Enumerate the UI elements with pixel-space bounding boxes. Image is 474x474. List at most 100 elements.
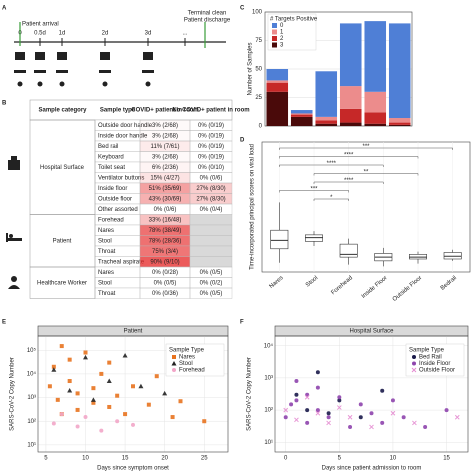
x-tick-label: 15	[122, 456, 129, 462]
plot-frame	[261, 141, 471, 273]
point	[390, 410, 396, 416]
panel-label: B	[2, 101, 7, 107]
hospital-icon	[35, 52, 45, 60]
y-tick-label: 10³	[264, 375, 273, 381]
table-cell-text: Nares	[98, 228, 114, 234]
person-icon	[59, 81, 65, 87]
y-tick-label: 75	[255, 38, 262, 44]
y-axis-label: SARS-CoV-2 Copy Number	[247, 357, 253, 431]
bed-icon	[14, 70, 26, 73]
panel-label: F	[240, 320, 244, 326]
point	[294, 392, 299, 397]
table-cell-text: 15% (4/27)	[150, 175, 179, 181]
point	[106, 378, 112, 384]
table-cell	[189, 224, 233, 236]
hospital-icon	[143, 52, 153, 60]
point	[380, 420, 385, 425]
table-cell-text: 78% (28/36)	[149, 238, 182, 244]
x-axis-label: Days since patient admission to room	[322, 466, 422, 472]
significance-bracket	[279, 190, 349, 193]
table-cell-text: Stool	[98, 238, 112, 244]
significance-label: ****	[344, 153, 354, 159]
y-tick-label: 10¹	[27, 442, 36, 448]
legend-label: Stool	[179, 361, 193, 367]
table-cell-text: 0% (0/6)	[154, 207, 177, 213]
legend-marker	[171, 361, 177, 366]
table-cell-text: 6% (2/36)	[152, 165, 178, 171]
table-cell-text: 0% (0/5)	[154, 280, 177, 286]
legend-label: Nares	[179, 355, 195, 361]
table-cell-text: Throat	[98, 291, 116, 297]
x-tick-label: Nares	[269, 275, 285, 290]
legend-marker	[411, 367, 417, 373]
table-cell-text: 0% (0/28)	[152, 270, 178, 276]
x-tick-label: 25	[201, 456, 208, 462]
bar-segment	[339, 122, 362, 126]
table-cell-text: 0% (0/5)	[200, 270, 223, 276]
bed-icon	[6, 233, 22, 242]
bar-segment	[364, 91, 387, 113]
bar-segment	[290, 114, 313, 117]
point	[138, 383, 144, 389]
point	[294, 417, 299, 423]
hospital-icon	[15, 52, 25, 60]
x-tick-label: Outside Floor	[392, 275, 423, 303]
x-tick-label: 5	[44, 456, 48, 462]
x-tick-label: 10	[390, 456, 397, 462]
hospital-icon	[100, 52, 110, 60]
table-cell-text: Other assorted	[98, 207, 138, 213]
table-cell-text: 0% (0/4)	[200, 207, 223, 213]
y-axis-label: Time-incorporated principal scores on vi…	[250, 144, 256, 270]
y-tick-label: 50	[255, 67, 262, 73]
point	[91, 386, 96, 391]
table-cell-text: 0% (0/10)	[198, 165, 224, 171]
point	[75, 424, 80, 429]
point	[131, 384, 135, 389]
table-cell-text: 0% (0/2)	[200, 280, 223, 286]
legend-label: Outside Floor	[419, 368, 455, 374]
panel-label: A	[2, 6, 7, 12]
table-cell	[189, 214, 233, 226]
legend-marker	[172, 355, 176, 359]
bar-segment	[266, 80, 289, 83]
point	[146, 402, 151, 407]
facet-title: Hospital Surface	[349, 329, 394, 335]
table-cell-text: Bed rail	[98, 144, 118, 150]
table-category: Healthcare Worker	[37, 280, 87, 286]
bed-icon	[99, 70, 111, 73]
bar-segment	[339, 23, 362, 87]
y-tick-label: 10⁴	[264, 342, 274, 349]
point	[67, 379, 72, 384]
point	[51, 364, 56, 369]
bar-segment	[266, 91, 289, 126]
event-label: Terminal clean	[188, 11, 227, 17]
person-icon	[37, 81, 43, 87]
bar-segment	[388, 122, 411, 125]
y-axis-label: SARS-CoV-2 Copy Number	[10, 357, 16, 431]
bed-icon	[34, 70, 46, 73]
point	[390, 398, 395, 403]
legend-label: 1	[280, 30, 284, 36]
legend-swatch	[272, 36, 277, 41]
legend-label: 0	[280, 23, 284, 29]
table-cell-text: 3% (2/68)	[152, 154, 178, 160]
point	[162, 390, 168, 396]
point	[412, 420, 417, 426]
point	[305, 408, 310, 413]
legend-label: Forehead	[179, 368, 205, 374]
table-category: Patient	[53, 238, 72, 244]
significance-bracket	[313, 181, 384, 184]
bar-segment	[315, 116, 338, 121]
table-cell-text: 0% (0/19)	[198, 144, 224, 150]
legend-swatch	[272, 29, 277, 35]
table-cell-text: Outside floor	[98, 196, 132, 202]
bar-segment	[266, 82, 289, 92]
table-cell-text: Throat	[98, 249, 116, 255]
legend-label: 3	[280, 43, 284, 49]
point	[423, 424, 428, 429]
point	[283, 407, 289, 413]
point	[90, 397, 96, 402]
legend-label: Bed Rail	[419, 355, 442, 361]
table-cell-text: 27% (8/30)	[196, 196, 225, 202]
significance-label: ***	[362, 144, 370, 150]
